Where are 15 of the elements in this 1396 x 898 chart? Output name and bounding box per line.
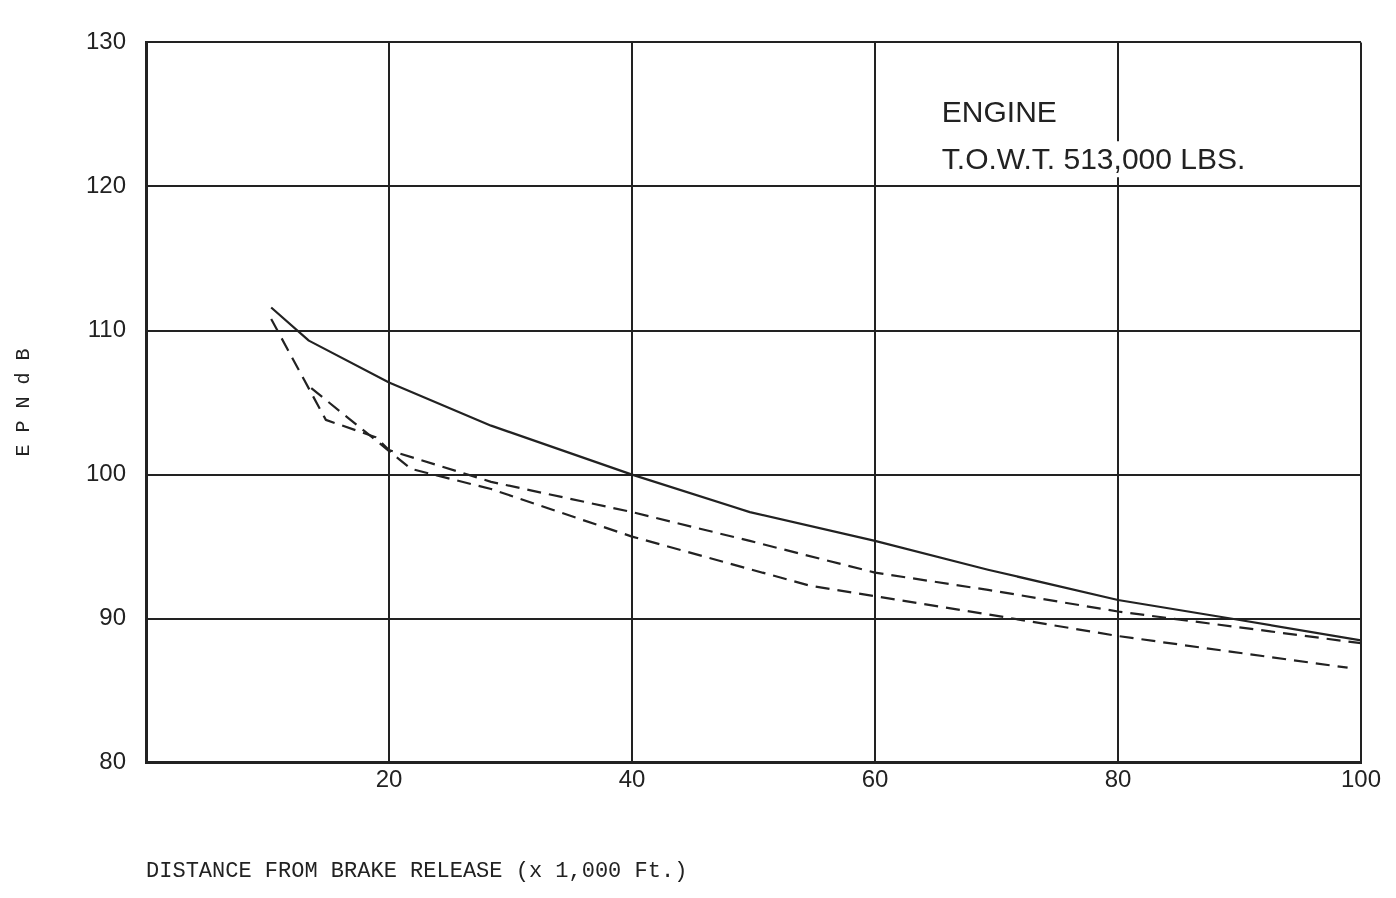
x-tick-label: 20 [375, 764, 403, 792]
y-tick-label: 110 [87, 315, 127, 343]
x-tick-label: 80 [1104, 764, 1132, 792]
y-tick-label: 80 [99, 747, 127, 775]
y-tick-label: 100 [86, 459, 127, 487]
y-tick-label: 90 [99, 603, 127, 631]
x-axis-title: DISTANCE FROM BRAKE RELEASE (x 1,000 Ft.) [146, 858, 688, 884]
x-tick-label: 40 [618, 764, 646, 792]
y-tick-label: 120 [86, 171, 127, 199]
x-tick-label: 60 [861, 764, 889, 792]
annotation: ENGINE [941, 94, 1057, 128]
y-tick-label: 130 [86, 27, 127, 55]
y-axis-title: E P N d B [12, 348, 36, 457]
annotation: T.O.W.T. 513,000 LBS. [941, 142, 1246, 176]
x-tick-label: 100 [1340, 764, 1381, 792]
